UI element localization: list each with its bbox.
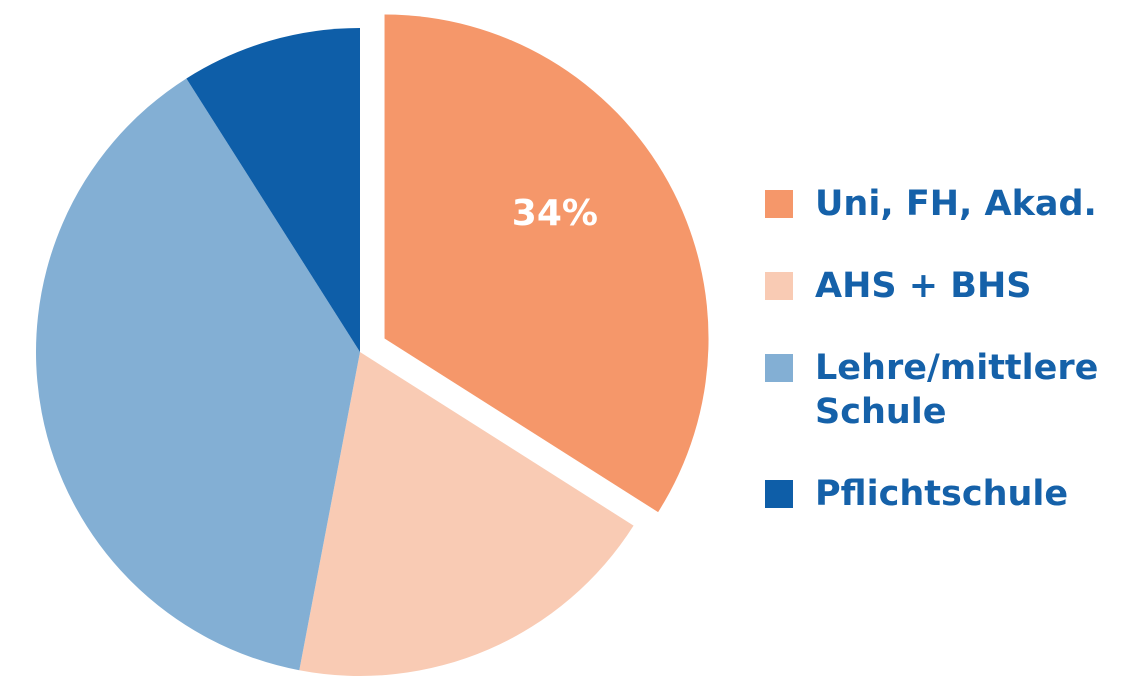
legend-label: Pflichtschule [815, 474, 1069, 514]
legend-swatch [765, 272, 793, 300]
legend-item: Uni, FH, Akad. [765, 182, 1125, 226]
legend: Uni, FH, Akad. AHS + BHS Lehre/mittlere Sc… [765, 182, 1125, 516]
legend-label: Uni, FH, Akad. [815, 184, 1097, 224]
legend-swatch [765, 480, 793, 508]
legend-label: Lehre/mittlere Schule [815, 348, 1099, 432]
pie-slice [36, 78, 361, 671]
legend-label: AHS + BHS [815, 266, 1032, 306]
legend-item: Pflichtschule [765, 472, 1125, 516]
pie-slice [299, 352, 634, 676]
legend-swatch [765, 354, 793, 382]
legend-item: Lehre/mittlere Schule [765, 346, 1125, 434]
pie-slice [384, 14, 709, 513]
value-label: 34% [512, 193, 598, 234]
legend-item: AHS + BHS [765, 264, 1125, 308]
legend-swatch [765, 190, 793, 218]
chart: 34% [36, 14, 709, 676]
pie-slice [186, 28, 360, 352]
